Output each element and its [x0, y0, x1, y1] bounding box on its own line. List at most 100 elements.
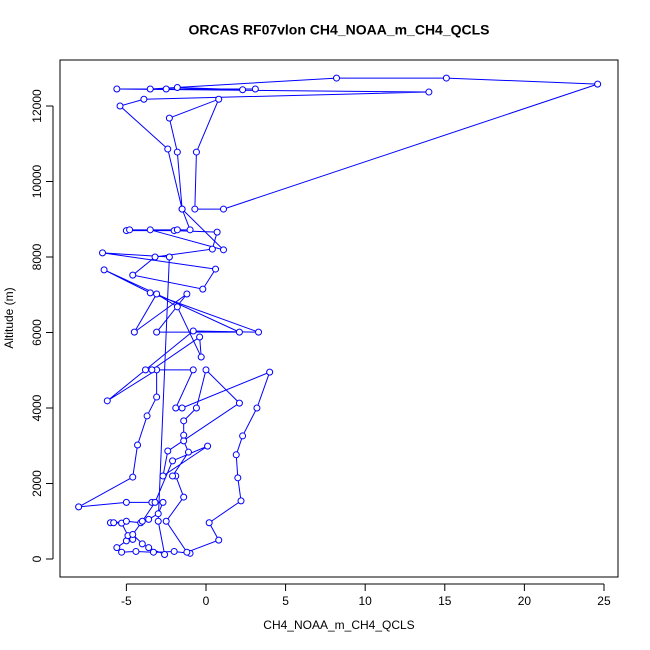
data-point: [159, 472, 167, 480]
data-point: [129, 271, 137, 279]
data-point: [100, 266, 108, 274]
data-point: [153, 393, 161, 401]
data-point: [103, 397, 111, 405]
data-point: [442, 74, 450, 82]
data-point: [253, 404, 261, 412]
data-point: [129, 530, 137, 538]
data-point: [146, 289, 154, 297]
data-point: [138, 540, 146, 548]
data-point: [183, 548, 191, 556]
data-point: [173, 303, 181, 311]
data-point: [192, 148, 200, 156]
data-point: [151, 253, 159, 261]
data-point: [161, 550, 169, 558]
data-point: [118, 548, 126, 556]
data-point: [116, 102, 124, 110]
data-point: [191, 205, 199, 213]
data-point: [154, 517, 162, 525]
data-point: [199, 285, 207, 293]
data-point: [425, 88, 433, 96]
data-point: [169, 457, 177, 465]
data-point: [266, 368, 274, 376]
data-point: [192, 404, 200, 412]
data-point: [196, 333, 204, 341]
data-point: [180, 493, 188, 501]
x-tick-label: 10: [359, 594, 373, 608]
data-point: [178, 205, 186, 213]
data-point: [141, 366, 149, 374]
data-point: [235, 328, 243, 336]
data-point: [113, 85, 121, 93]
data-point: [183, 290, 191, 298]
data-point: [170, 547, 178, 555]
x-tick-label: 5: [282, 594, 289, 608]
data-point: [184, 448, 192, 456]
chart-title: ORCAS RF07vlon CH4_NOAA_m_CH4_QCLS: [188, 22, 489, 38]
data-point: [208, 245, 216, 253]
data-point: [212, 265, 220, 273]
data-point: [146, 85, 154, 93]
x-tick-label: -5: [121, 594, 132, 608]
data-point: [126, 226, 134, 234]
data-point: [594, 80, 602, 88]
data-point: [205, 519, 213, 527]
y-tick-label: 2000: [30, 470, 44, 497]
data-point: [153, 290, 161, 298]
data-point: [235, 399, 243, 407]
data-point: [189, 327, 197, 335]
data-point: [148, 366, 156, 374]
y-tick-label: 4000: [30, 394, 44, 421]
data-point: [159, 498, 167, 506]
data-point: [234, 474, 242, 482]
data-point: [145, 515, 153, 523]
data-point: [204, 442, 212, 450]
x-tick-label: 15: [438, 594, 452, 608]
data-point: [162, 85, 170, 93]
data-line: [78, 77, 598, 556]
data-point: [219, 205, 227, 213]
data-point: [130, 328, 138, 336]
data-point: [122, 517, 130, 525]
data-point: [172, 404, 180, 412]
data-point: [173, 226, 181, 234]
data-point: [173, 84, 181, 92]
x-tick-label: 25: [597, 594, 611, 608]
data-point: [251, 85, 259, 93]
data-point: [237, 497, 245, 505]
data-point: [169, 472, 177, 480]
data-point: [180, 431, 188, 439]
data-point: [189, 366, 197, 374]
data-point: [132, 547, 140, 555]
data-point: [164, 145, 172, 153]
data-point: [180, 417, 188, 425]
data-point: [165, 114, 173, 122]
data-point: [149, 548, 157, 556]
y-tick-label: 0: [30, 555, 44, 562]
y-tick-label: 8000: [30, 243, 44, 270]
data-point: [173, 148, 181, 156]
data-point: [134, 441, 142, 449]
data-point: [154, 510, 162, 518]
data-point: [255, 328, 263, 336]
data-point: [162, 517, 170, 525]
data-point: [140, 95, 148, 103]
y-axis-label: Altitude (m): [2, 287, 16, 348]
data-point: [153, 328, 161, 336]
data-point: [232, 451, 240, 459]
y-tick-label: 6000: [30, 319, 44, 346]
data-point: [215, 95, 223, 103]
data-point: [143, 412, 151, 420]
y-tick-label: 10000: [30, 165, 44, 199]
data-point: [239, 86, 247, 94]
data-point: [213, 228, 221, 236]
y-tick-label: 12000: [30, 89, 44, 123]
data-point: [197, 353, 205, 361]
data-point: [113, 544, 121, 552]
data-point: [129, 473, 137, 481]
data-point: [219, 246, 227, 254]
data-point: [110, 519, 118, 527]
data-point: [165, 253, 173, 261]
data-point: [239, 432, 247, 440]
